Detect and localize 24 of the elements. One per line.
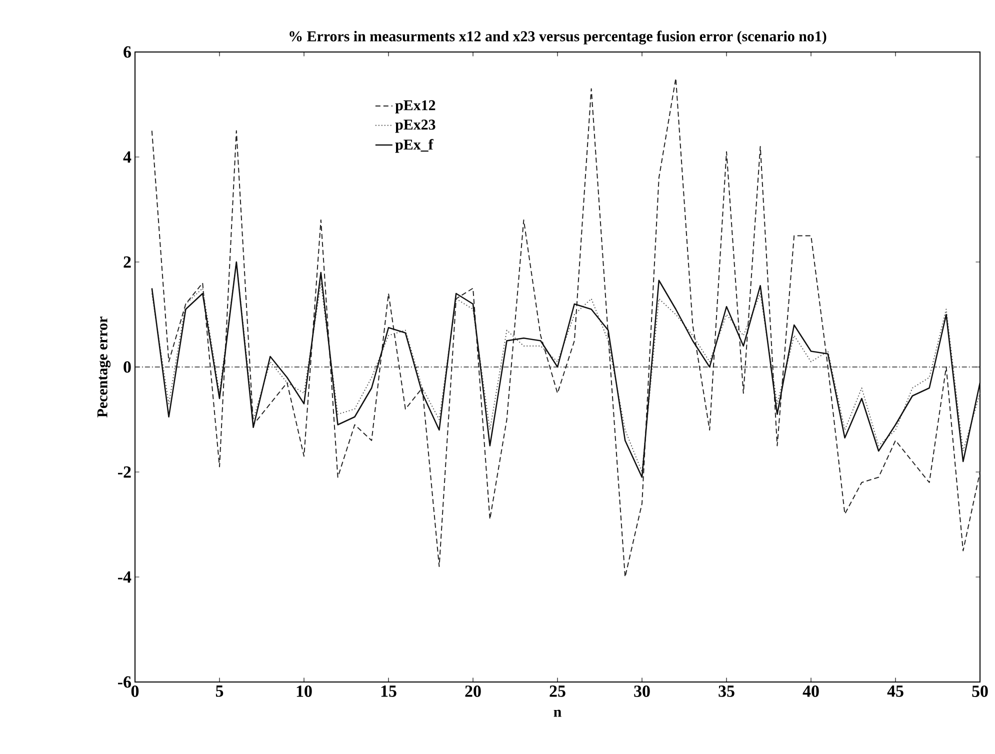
x-tick-label: 50 (972, 686, 988, 697)
y-tick-label: 0 (124, 361, 131, 373)
legend-label: pEx23 (395, 120, 436, 133)
y-tick-label: -4 (118, 571, 132, 583)
y-tick-label: -6 (118, 676, 131, 688)
x-tick-label: 40 (802, 686, 819, 697)
legend-label: pEx_f (395, 139, 434, 153)
x-axis-title: n (554, 710, 562, 717)
x-tick-label: 45 (887, 686, 904, 697)
y-tick-label: 2 (124, 256, 131, 268)
y-tick-label: -2 (118, 466, 131, 478)
x-tick-label: 15 (381, 686, 396, 697)
x-tick-label: 5 (216, 686, 224, 697)
y-tick-label: 6 (124, 46, 131, 58)
x-tick-label: 10 (296, 686, 312, 697)
y-tick-label: 4 (123, 151, 132, 163)
x-tick-label: 30 (634, 686, 650, 697)
x-tick-label: 35 (718, 686, 734, 697)
x-tick-label: 20 (465, 686, 481, 697)
x-tick-label: 25 (550, 686, 566, 697)
legend-label: pEx12 (395, 100, 436, 114)
y-axis-title: Pecentage error (97, 316, 111, 418)
chart-title: % Errors in measurments x12 and x23 versus percentage fusion error (scenario no1) (290, 30, 826, 44)
x-tick-label: 0 (131, 686, 139, 697)
